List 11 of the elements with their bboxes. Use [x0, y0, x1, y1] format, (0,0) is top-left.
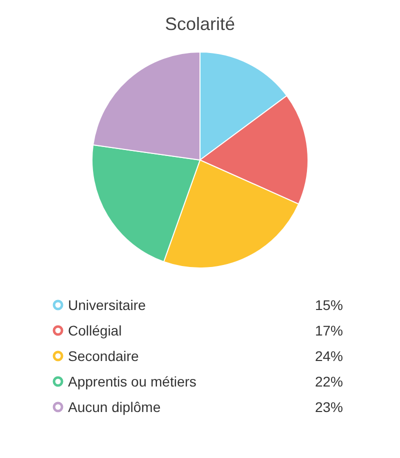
legend-label: Secondaire: [68, 348, 140, 364]
data-label: 23%: [314, 399, 343, 415]
legend-label: Collégial: [68, 322, 122, 338]
legend-label: Aucun diplôme: [68, 399, 161, 415]
data-label: 17%: [314, 322, 343, 338]
chart-title: Scolarité: [164, 14, 236, 34]
data-label: 15%: [314, 297, 343, 313]
legend-label: Apprentis ou métiers: [68, 374, 196, 390]
legend-label: Universitaire: [68, 297, 146, 313]
data-label: 24%: [314, 348, 343, 364]
data-label: 22%: [314, 374, 343, 390]
